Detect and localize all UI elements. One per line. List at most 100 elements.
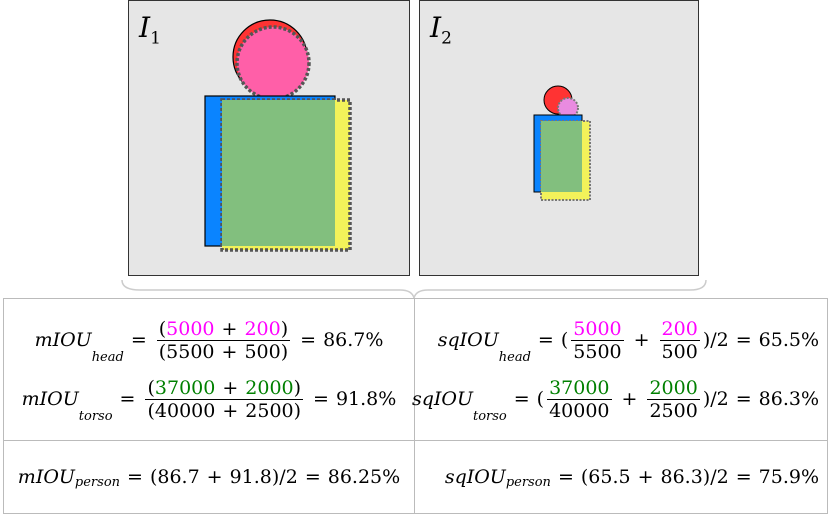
- term: =: [304, 466, 321, 488]
- term: 40000: [549, 399, 610, 422]
- term: (: [158, 340, 167, 363]
- denominator: 2500: [647, 400, 699, 422]
- term: =: [300, 329, 317, 351]
- shapes: [121, 19, 707, 299]
- numerator: (37000 +2000): [145, 376, 304, 400]
- term: 37000: [154, 376, 216, 399]
- formula: mIOU person = (86.7 +91.8)/2 = 86.25%: [17, 466, 400, 490]
- term: =: [557, 466, 574, 488]
- term: 40000: [154, 399, 216, 422]
- term: sqIOU: [437, 329, 499, 351]
- cell: mIOU head =(5000 +200)(5500 +500) = 86.7% mIOU t…: [4, 299, 414, 440]
- subscript: person: [505, 475, 551, 490]
- term: 91.8)/2: [229, 466, 298, 488]
- term: 2500: [649, 399, 698, 422]
- subscript: torso: [78, 408, 113, 424]
- term: =: [313, 388, 329, 410]
- numerator: 5000: [571, 317, 624, 341]
- term: 5000: [573, 317, 622, 340]
- term: 200: [244, 317, 281, 340]
- term: =: [735, 466, 752, 488]
- term: +: [621, 388, 638, 410]
- panel-label: I2: [430, 11, 452, 49]
- denominator: (5500 +500): [157, 341, 290, 363]
- formula: sqIOU torso = (37000 40000 +2000 2500)/2 = 86.3%: [411, 376, 819, 424]
- term: 5500: [573, 340, 622, 363]
- term: +: [221, 317, 238, 340]
- term: 2000: [649, 376, 698, 399]
- term: (: [147, 376, 155, 399]
- term: )/2: [702, 388, 729, 410]
- term: sqIOU: [411, 388, 473, 410]
- term: mIOU: [17, 466, 75, 488]
- term: 5500: [166, 340, 215, 363]
- term: 200: [661, 317, 698, 340]
- term: (: [147, 399, 155, 422]
- term: 86.7%: [323, 329, 384, 351]
- cell: mIOU person = (86.7 +91.8)/2 = 86.25%: [4, 441, 414, 513]
- term: ): [293, 399, 302, 422]
- subscript: head: [91, 349, 124, 365]
- term: (86.7: [149, 466, 200, 488]
- denominator: (40000 +2500): [145, 400, 303, 422]
- subscript: torso: [472, 408, 507, 424]
- term: mIOU: [34, 329, 92, 351]
- fraction: 37000 40000: [547, 377, 612, 422]
- fraction: (5000 +200) (5500 +500): [156, 317, 291, 363]
- subscript: person: [74, 475, 121, 490]
- term: +: [222, 399, 239, 422]
- term: =: [119, 388, 136, 410]
- formula: sqIOU head = (5000 5500 +200 500)/2 = 65.5%: [437, 317, 819, 365]
- term: 91.8%: [335, 388, 397, 410]
- torso-overlap: [222, 100, 335, 246]
- divider: [414, 299, 415, 513]
- term: (65.5: [580, 466, 631, 488]
- fraction: (37000 +2000) (40000 +2500): [145, 376, 304, 422]
- term: 2500: [245, 399, 294, 422]
- cell: sqIOU head =(5000 5500 +200 500)/2 = 65.5% sqIOU…: [411, 299, 827, 440]
- term: =: [130, 329, 147, 351]
- term: mIOU: [21, 388, 79, 410]
- denominator: 5500: [571, 341, 623, 363]
- fraction: 200 500: [659, 317, 700, 363]
- term: 5000: [166, 317, 215, 340]
- numerator: 2000: [647, 376, 700, 400]
- term: (: [158, 317, 167, 340]
- term: +: [206, 466, 223, 488]
- denominator: 40000: [547, 400, 611, 422]
- cell: sqIOU person = (65.5 +86.3)/2 = 75.9%: [415, 441, 827, 513]
- term: 2000: [245, 376, 294, 399]
- formula-table: mIOU head =(5000 +200)(5500 +500) = 86.7% mIOU t…: [3, 298, 828, 514]
- term: +: [221, 340, 238, 363]
- term: +: [633, 329, 650, 351]
- panel-label: I1: [139, 11, 161, 49]
- numerator: (5000 +200): [156, 317, 291, 341]
- head-pred: [235, 25, 311, 101]
- formula: mIOU torso = (37000 +2000) (40000 +2500) = 91.8%: [21, 376, 397, 424]
- term: 75.9%: [758, 466, 819, 488]
- term: =: [127, 466, 143, 488]
- term: sqIOU: [444, 466, 506, 488]
- term: 65.5%: [758, 329, 819, 351]
- term: =: [735, 329, 752, 351]
- subscript: head: [498, 349, 531, 365]
- formula: mIOU head = (5000 +200) (5500 +500) = 86.7%: [34, 317, 384, 365]
- term: )/2: [702, 329, 729, 351]
- term: (: [536, 388, 545, 410]
- formula: sqIOU person = (65.5 +86.3)/2 = 75.9%: [444, 466, 819, 490]
- term: =: [735, 388, 752, 410]
- term: +: [222, 376, 239, 399]
- brace: [121, 279, 707, 299]
- denominator: 500: [660, 341, 700, 363]
- numerator: 200: [659, 317, 700, 341]
- divider: [4, 440, 827, 441]
- term: =: [537, 329, 554, 351]
- torso-overlap: [541, 121, 582, 192]
- term: 86.3%: [758, 388, 819, 410]
- term: 86.3)/2: [660, 466, 729, 488]
- term: +: [637, 466, 654, 488]
- term: (: [560, 329, 569, 351]
- term: =: [513, 388, 530, 410]
- fraction: 5000 5500: [571, 317, 624, 363]
